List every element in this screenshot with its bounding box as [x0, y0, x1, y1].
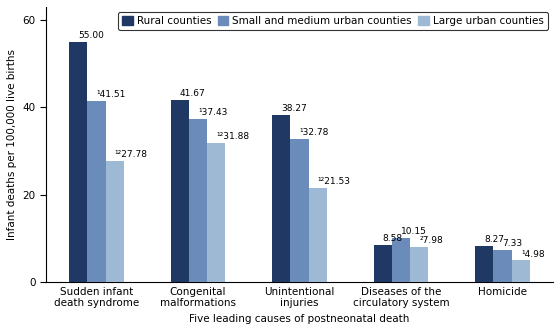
- X-axis label: Five leading causes of postneonatal death: Five leading causes of postneonatal deat…: [189, 314, 410, 324]
- Bar: [189, 118, 207, 282]
- Text: ¹4.98: ¹4.98: [521, 250, 544, 259]
- Text: ¹²21.53: ¹²21.53: [318, 177, 351, 186]
- Text: ¹²27.78: ¹²27.78: [115, 150, 148, 159]
- Text: ¹37.43: ¹37.43: [198, 108, 227, 117]
- Text: 10.15: 10.15: [401, 227, 427, 236]
- Bar: [374, 245, 392, 282]
- Text: ²7.98: ²7.98: [419, 236, 443, 246]
- Text: 8.27: 8.27: [484, 235, 505, 244]
- Bar: [106, 161, 124, 282]
- Bar: [475, 246, 493, 282]
- Bar: [272, 115, 291, 282]
- Text: ¹32.78: ¹32.78: [300, 128, 329, 137]
- Bar: [309, 188, 327, 282]
- Text: 55.00: 55.00: [78, 31, 104, 40]
- Text: 41.67: 41.67: [180, 89, 206, 98]
- Text: 8.58: 8.58: [383, 234, 403, 243]
- Bar: [392, 238, 410, 282]
- Text: ¹41.51: ¹41.51: [96, 90, 126, 99]
- Text: 38.27: 38.27: [281, 104, 307, 113]
- Y-axis label: Infant deaths per 100,000 live births: Infant deaths per 100,000 live births: [7, 49, 17, 240]
- Bar: [87, 101, 106, 282]
- Bar: [291, 139, 309, 282]
- Bar: [69, 42, 87, 282]
- Bar: [171, 100, 189, 282]
- Text: 7.33: 7.33: [502, 239, 522, 248]
- Text: ¹²31.88: ¹²31.88: [216, 132, 249, 141]
- Bar: [512, 260, 530, 282]
- Bar: [207, 143, 226, 282]
- Bar: [493, 250, 512, 282]
- Bar: [410, 247, 428, 282]
- Legend: Rural counties, Small and medium urban counties, Large urban counties: Rural counties, Small and medium urban c…: [118, 12, 548, 30]
